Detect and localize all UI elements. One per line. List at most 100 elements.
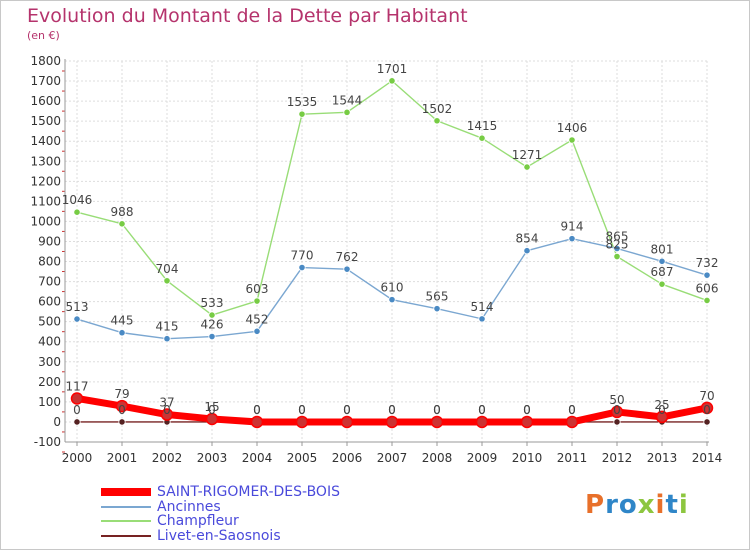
data-point — [73, 418, 81, 426]
data-label: 0 — [433, 403, 441, 417]
data-label: 117 — [66, 379, 89, 393]
data-point — [658, 280, 666, 288]
y-tick-label: 1300 — [30, 154, 61, 168]
y-tick-label: 1800 — [30, 54, 61, 68]
data-label: 687 — [651, 265, 674, 279]
data-point — [565, 415, 579, 429]
data-label: 0 — [298, 403, 306, 417]
y-tick-label: 600 — [38, 295, 61, 309]
data-label: 1046 — [62, 193, 93, 207]
x-tick-label: 2000 — [62, 451, 93, 465]
data-label: 1544 — [332, 93, 363, 107]
data-label: 513 — [66, 300, 89, 314]
data-point — [613, 418, 621, 426]
data-label: 1701 — [377, 62, 408, 76]
data-point — [613, 244, 621, 253]
data-point — [388, 77, 396, 85]
y-tick-label: 300 — [38, 355, 61, 369]
data-label: 415 — [156, 320, 179, 334]
data-point — [118, 418, 126, 426]
data-point — [430, 415, 444, 429]
data-label: 1271 — [512, 148, 543, 162]
y-tick-label: 1100 — [30, 194, 61, 208]
data-label: 0 — [523, 403, 531, 417]
y-tick-label: 1000 — [30, 214, 61, 228]
data-label: 801 — [651, 242, 674, 256]
x-tick-label: 2002 — [152, 451, 183, 465]
data-label: 0 — [388, 403, 396, 417]
data-label: 0 — [703, 403, 711, 417]
data-label: 1415 — [467, 119, 498, 133]
data-point — [388, 296, 396, 304]
data-point — [208, 311, 216, 319]
y-tick-label: 800 — [38, 255, 61, 269]
data-point — [298, 110, 306, 118]
y-tick-label: -100 — [34, 435, 61, 449]
data-point — [250, 415, 264, 429]
data-point — [73, 208, 81, 216]
data-label: 0 — [478, 403, 486, 417]
data-label: 606 — [696, 281, 719, 295]
x-tick-label: 2007 — [377, 451, 408, 465]
data-label: 762 — [336, 250, 359, 264]
data-label: 452 — [246, 312, 269, 326]
x-tick-label: 2001 — [107, 451, 138, 465]
data-label: 0 — [658, 403, 666, 417]
data-label: 770 — [291, 249, 314, 263]
data-label: 426 — [201, 318, 224, 332]
legend-item: SAINT-RIGOMER-DES-BOIS — [101, 485, 340, 500]
y-tick-label: 700 — [38, 275, 61, 289]
data-label: 0 — [523, 403, 531, 417]
data-point — [523, 247, 531, 255]
data-label: 0 — [73, 403, 81, 417]
data-label: 0 — [343, 403, 351, 417]
legend-item: Ancinnes — [101, 499, 340, 515]
data-point — [343, 265, 351, 273]
data-point — [118, 329, 126, 337]
data-label: 0 — [118, 403, 126, 417]
data-point — [523, 163, 531, 171]
data-label: 0 — [433, 403, 441, 417]
data-label: 15 — [204, 400, 219, 414]
data-point — [568, 235, 576, 243]
data-point — [610, 405, 624, 419]
data-label: 25 — [654, 398, 669, 412]
data-label: 0 — [478, 403, 486, 417]
data-label: 0 — [613, 403, 621, 417]
data-label: 610 — [381, 281, 404, 295]
legend-swatch — [101, 534, 151, 537]
data-point — [433, 117, 441, 125]
data-label: 0 — [388, 403, 396, 417]
data-point — [295, 415, 309, 429]
data-label: 825 — [606, 238, 629, 252]
data-label: 37 — [159, 396, 174, 410]
logo-letter: i — [678, 490, 689, 520]
data-label: 988 — [111, 205, 134, 219]
legend-item: Champfleur — [101, 514, 340, 529]
unit-label: (en €) — [27, 29, 60, 42]
y-tick-label: 1700 — [30, 74, 61, 88]
x-tick-label: 2010 — [512, 451, 543, 465]
legend-swatch — [101, 505, 151, 508]
data-point — [655, 410, 669, 424]
data-point — [253, 327, 261, 335]
data-point — [298, 263, 306, 272]
data-label: 50 — [609, 393, 624, 407]
x-tick-label: 2013 — [647, 451, 678, 465]
data-point — [163, 335, 171, 343]
y-tick-label: 500 — [38, 315, 61, 329]
x-tick-label: 2006 — [332, 451, 363, 465]
data-point — [340, 415, 354, 429]
data-point — [208, 332, 216, 341]
data-point — [703, 418, 711, 426]
logo-letter: P — [585, 490, 606, 520]
data-label: 0 — [208, 403, 216, 417]
data-label: 565 — [426, 290, 449, 304]
data-label: 704 — [156, 262, 179, 276]
legend-swatch — [101, 488, 151, 497]
data-label: 732 — [696, 256, 719, 270]
data-label: 914 — [561, 220, 584, 234]
x-tick-label: 2009 — [467, 451, 498, 465]
data-point — [115, 399, 129, 413]
data-label: 514 — [471, 300, 494, 314]
